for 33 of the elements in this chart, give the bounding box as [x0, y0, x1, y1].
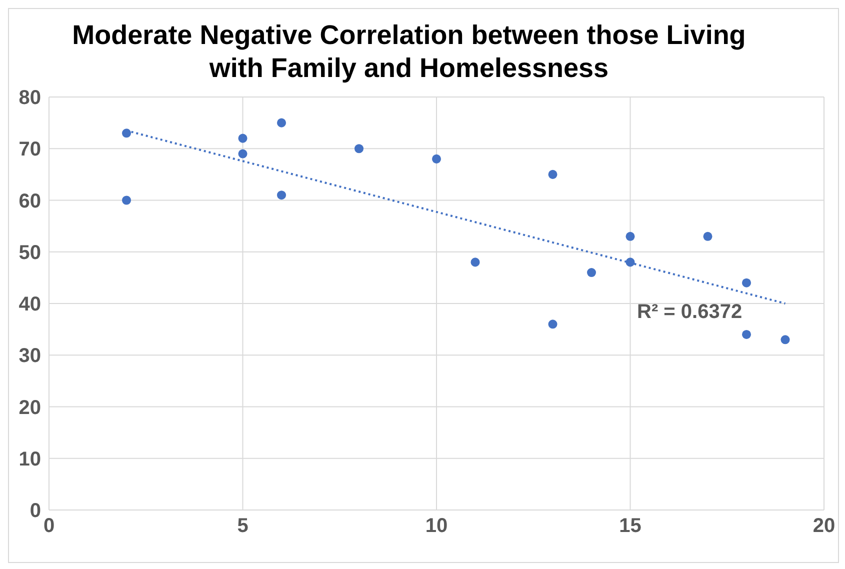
point	[548, 170, 558, 179]
y-tick-label: 10	[18, 448, 41, 470]
point	[238, 134, 248, 143]
point	[742, 330, 752, 339]
y-tick-label: 80	[18, 87, 41, 110]
point	[470, 258, 480, 267]
point	[122, 128, 132, 138]
x-tick-label: 10	[425, 515, 448, 538]
point	[276, 118, 286, 128]
y-tick-label: 40	[18, 294, 41, 316]
x-tick-label: 5	[237, 515, 248, 538]
point	[354, 144, 364, 154]
point	[432, 154, 442, 164]
point	[276, 190, 286, 200]
x-tick-label: 20	[812, 515, 836, 538]
y-tick-label: 0	[30, 500, 41, 522]
point	[780, 335, 790, 344]
point	[238, 149, 248, 158]
x-tick-label: 0	[43, 515, 55, 538]
point	[742, 278, 752, 288]
y-tick-label: 70	[18, 138, 41, 161]
y-tick-label: 30	[18, 345, 41, 368]
point	[703, 232, 712, 241]
point	[586, 268, 596, 278]
y-tick-label: 20	[18, 396, 41, 419]
annotation: R² = 0.6372	[637, 301, 742, 324]
point	[548, 320, 558, 329]
chart-title: Moderate Negative Correlation between those Living with Family and Homelessness	[71, 19, 747, 85]
y-tick-label: 50	[18, 242, 41, 264]
x-tick-label: 15	[619, 515, 642, 538]
y-tick-label: 60	[18, 190, 41, 212]
point	[626, 232, 635, 241]
point	[122, 196, 132, 205]
